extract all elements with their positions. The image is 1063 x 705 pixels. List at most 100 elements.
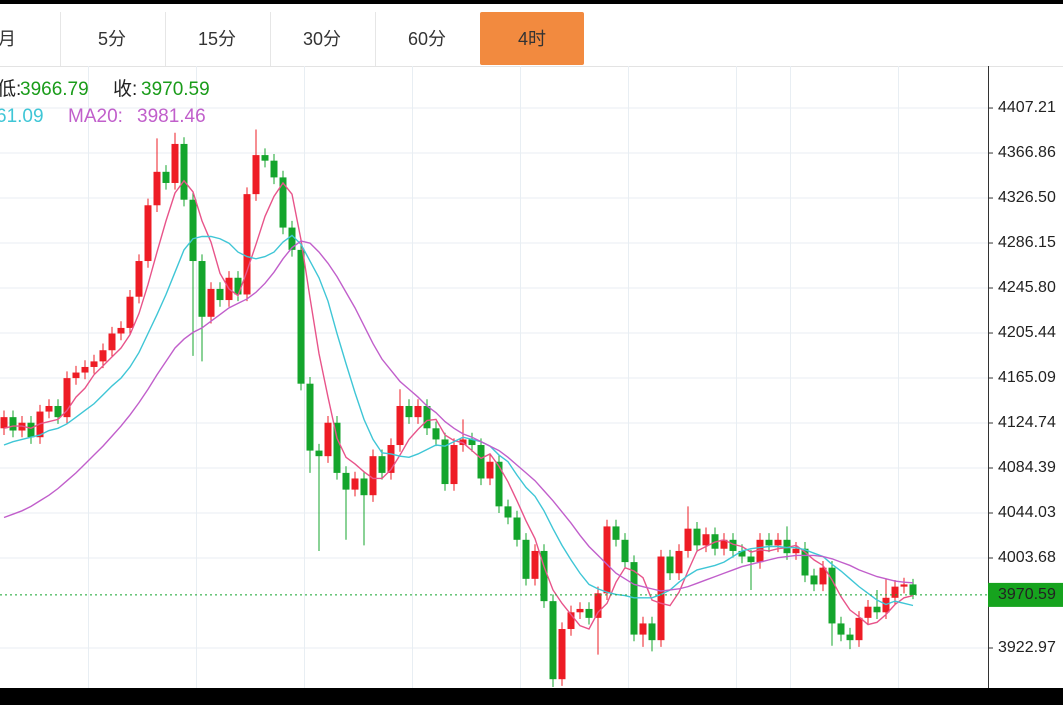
candle-body [72, 372, 80, 379]
top-bezel [0, 0, 1063, 4]
ma-line [3, 240, 914, 592]
candle-body [621, 539, 629, 563]
candle-body [315, 450, 323, 457]
candle-body [180, 143, 188, 200]
candle-body [855, 617, 863, 641]
candle-body [828, 567, 836, 624]
candle-body [99, 350, 107, 362]
candle-body [243, 194, 251, 295]
candle-body [153, 171, 161, 206]
candle-body [540, 550, 548, 602]
y-tick-label: 4044.03 [998, 504, 1056, 521]
candle-body [432, 428, 440, 440]
candle-body [495, 461, 503, 507]
candle-body [333, 422, 341, 473]
candle-body [216, 288, 224, 301]
y-tick-label: 4084.39 [998, 459, 1056, 476]
info-low-label: 低: [0, 78, 21, 100]
tab-bar: 月 5分 15分 30分 60分 4时 [0, 12, 584, 66]
candle-body [891, 586, 899, 598]
candle-body [288, 227, 296, 250]
info-ma20-value: 3981.46 [137, 106, 206, 127]
candle-body [567, 612, 575, 630]
ma-line [3, 179, 914, 630]
candle-body [846, 634, 854, 641]
candle-body [558, 629, 566, 680]
tab[interactable]: 15分 [198, 29, 236, 49]
candle-body [594, 593, 602, 618]
candle-body [585, 608, 593, 618]
candle-body [441, 439, 449, 485]
candle-body [198, 261, 206, 317]
y-tick-label: 4165.09 [998, 369, 1056, 386]
y-tick-label: 4003.68 [998, 549, 1056, 566]
candle-body [756, 539, 764, 563]
info-close-value: 3970.59 [141, 79, 210, 100]
tab[interactable]: 5分 [98, 29, 126, 49]
candle-body [576, 608, 584, 613]
last-price-label: 3970.59 [998, 586, 1056, 603]
tab[interactable]: 4时 [518, 29, 546, 49]
candle-body [9, 417, 17, 431]
candle-body [684, 528, 692, 551]
tab[interactable]: 月 [0, 29, 16, 49]
candle-body [639, 623, 647, 635]
y-tick-label: 4326.50 [998, 189, 1056, 206]
bottom-bezel [0, 688, 1063, 705]
candle-body [369, 456, 377, 496]
candle-body [531, 550, 539, 579]
y-tick-label: 4407.21 [998, 99, 1056, 116]
candle-body [504, 506, 512, 518]
candle-body [162, 171, 170, 183]
candle-body [126, 296, 134, 328]
candle-body [792, 548, 800, 554]
candle-body [450, 445, 458, 485]
candle-body [27, 422, 35, 438]
candle-body [747, 556, 755, 563]
candle-body [117, 327, 125, 334]
tab[interactable]: 30分 [303, 29, 341, 49]
candle-body [342, 472, 350, 490]
candle-body [468, 439, 476, 446]
candle-body [729, 539, 737, 551]
candle-body [81, 366, 89, 373]
candle-body [486, 461, 494, 479]
candle-body [261, 155, 269, 161]
candle-body [720, 539, 728, 549]
candle-body [144, 205, 152, 262]
candle-body [837, 623, 845, 635]
candle-body [612, 526, 620, 540]
candle-body [603, 526, 611, 594]
candle-body [783, 539, 791, 554]
candle-body [522, 539, 530, 579]
tab-active-bg [480, 12, 584, 65]
candle-body [171, 143, 179, 183]
candle-body [387, 445, 395, 473]
candle-body [252, 155, 260, 195]
candle-body [900, 584, 908, 587]
y-tick-label: 4205.44 [998, 324, 1056, 341]
candle-body [675, 550, 683, 574]
candle-body [810, 575, 818, 585]
candle-body [54, 405, 62, 418]
candle-body [63, 378, 71, 418]
y-tick-label: 4286.15 [998, 234, 1056, 251]
candle-body [396, 405, 404, 446]
ma-line [3, 234, 914, 607]
candle-body [306, 383, 314, 451]
y-axis: 4407.21 4366.86 4326.50 4286.15 4245.80 4205.… [988, 99, 1063, 656]
tab[interactable]: 60分 [408, 29, 446, 49]
candle-body [405, 405, 413, 418]
info-ma10-value: 61.09 [0, 106, 44, 127]
candle-body [351, 478, 359, 490]
candle-body [90, 361, 98, 367]
candle-body [909, 584, 917, 595]
candle-body [279, 177, 287, 228]
candle-body [108, 333, 116, 351]
candle-body [702, 534, 710, 546]
y-tick-label: 4366.86 [998, 144, 1056, 161]
candle-body [45, 405, 53, 412]
y-tick-label: 3922.97 [998, 639, 1056, 656]
candle-body [360, 478, 368, 496]
